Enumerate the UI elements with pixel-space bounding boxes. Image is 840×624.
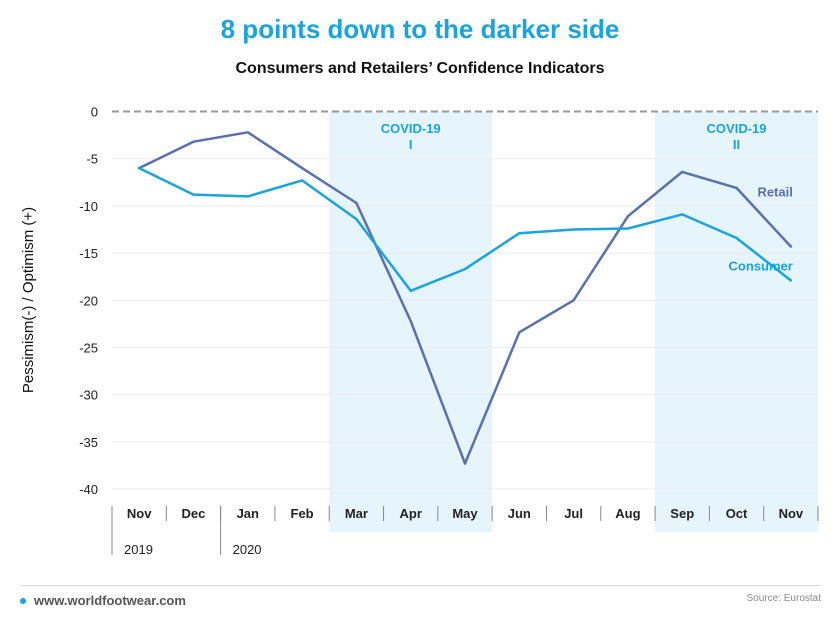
covid-label-1-line-2: I bbox=[409, 137, 413, 152]
footer-source: Source: Eurostat bbox=[746, 593, 821, 604]
y-tick-label: -25 bbox=[79, 340, 98, 355]
bullet-icon bbox=[20, 598, 26, 604]
x-tick-label: Dec bbox=[182, 506, 206, 521]
data-point-retail bbox=[463, 462, 467, 465]
data-point-retail bbox=[572, 299, 575, 302]
covid-label-2-line-1: COVID-19 bbox=[707, 121, 767, 136]
data-point-retail bbox=[789, 245, 793, 248]
covid-label-1-line-1: COVID-19 bbox=[381, 121, 441, 136]
y-axis-label: Pessimism(-) / Optimism (+) bbox=[20, 207, 37, 393]
data-point-retail bbox=[626, 215, 630, 218]
x-tick-label: Nov bbox=[127, 506, 152, 521]
data-point-consumer bbox=[463, 267, 467, 271]
footer-divider bbox=[20, 585, 821, 586]
y-tick-label: 0 bbox=[91, 105, 98, 120]
data-point-consumer bbox=[300, 179, 304, 182]
data-point-consumer bbox=[518, 232, 521, 235]
data-point-consumer bbox=[626, 227, 630, 230]
x-tick-label: Jul bbox=[564, 506, 583, 521]
data-point-retail bbox=[192, 140, 195, 143]
data-point-retail bbox=[355, 201, 358, 205]
year-label: 2019 bbox=[124, 542, 153, 557]
footer-website: www.worldfootwear.com bbox=[34, 593, 186, 608]
x-tick-label: Feb bbox=[291, 506, 314, 521]
y-tick-label: -10 bbox=[79, 199, 98, 214]
data-point-consumer bbox=[681, 213, 684, 216]
data-point-consumer bbox=[137, 166, 141, 170]
y-tick-label: -30 bbox=[79, 388, 98, 403]
line-chart: 0 -5 -10 -15 -20 -25 -30 -35 -40 Nov Dec Jan Feb Mar… bbox=[20, 105, 819, 557]
y-tick-label: -40 bbox=[79, 482, 98, 497]
x-tick-label: Jun bbox=[508, 506, 531, 521]
data-point-consumer bbox=[789, 279, 793, 282]
chart-subtitle: Consumers and Retailers’ Confidence Indi… bbox=[235, 60, 605, 77]
year-label: 2020 bbox=[233, 542, 262, 557]
y-tick-label: -15 bbox=[79, 246, 98, 261]
data-point-consumer bbox=[192, 193, 195, 196]
x-tick-label: Mar bbox=[345, 506, 368, 521]
x-tick-label: Oct bbox=[726, 506, 748, 521]
data-point-retail bbox=[409, 319, 412, 323]
data-point-retail bbox=[246, 131, 249, 134]
x-tick-label: Sep bbox=[670, 506, 694, 521]
data-point-consumer bbox=[355, 217, 358, 221]
data-point-retail bbox=[735, 186, 738, 190]
data-point-consumer bbox=[572, 228, 575, 231]
x-tick-label: Jan bbox=[237, 506, 259, 521]
series-label-retail: Retail bbox=[757, 184, 792, 199]
chart-title: 8 points down to the darker side bbox=[220, 14, 620, 44]
x-tick-label: Apr bbox=[399, 506, 421, 521]
x-tick-label: Aug bbox=[615, 506, 640, 521]
y-tick-label: -5 bbox=[86, 152, 98, 167]
x-tick-label: Nov bbox=[779, 506, 804, 521]
covid-band-2 bbox=[655, 111, 818, 532]
covid-label-2-line-2: II bbox=[733, 137, 740, 152]
data-point-consumer bbox=[409, 289, 412, 293]
series-label-consumer: Consumer bbox=[729, 258, 793, 273]
x-tick-label: May bbox=[452, 506, 478, 521]
data-point-consumer bbox=[246, 195, 249, 198]
y-tick-label: -20 bbox=[79, 293, 98, 308]
data-point-retail bbox=[518, 331, 521, 334]
data-point-retail bbox=[300, 166, 304, 170]
data-point-consumer bbox=[735, 236, 738, 240]
data-point-retail bbox=[681, 170, 684, 174]
y-tick-label: -35 bbox=[79, 435, 98, 450]
